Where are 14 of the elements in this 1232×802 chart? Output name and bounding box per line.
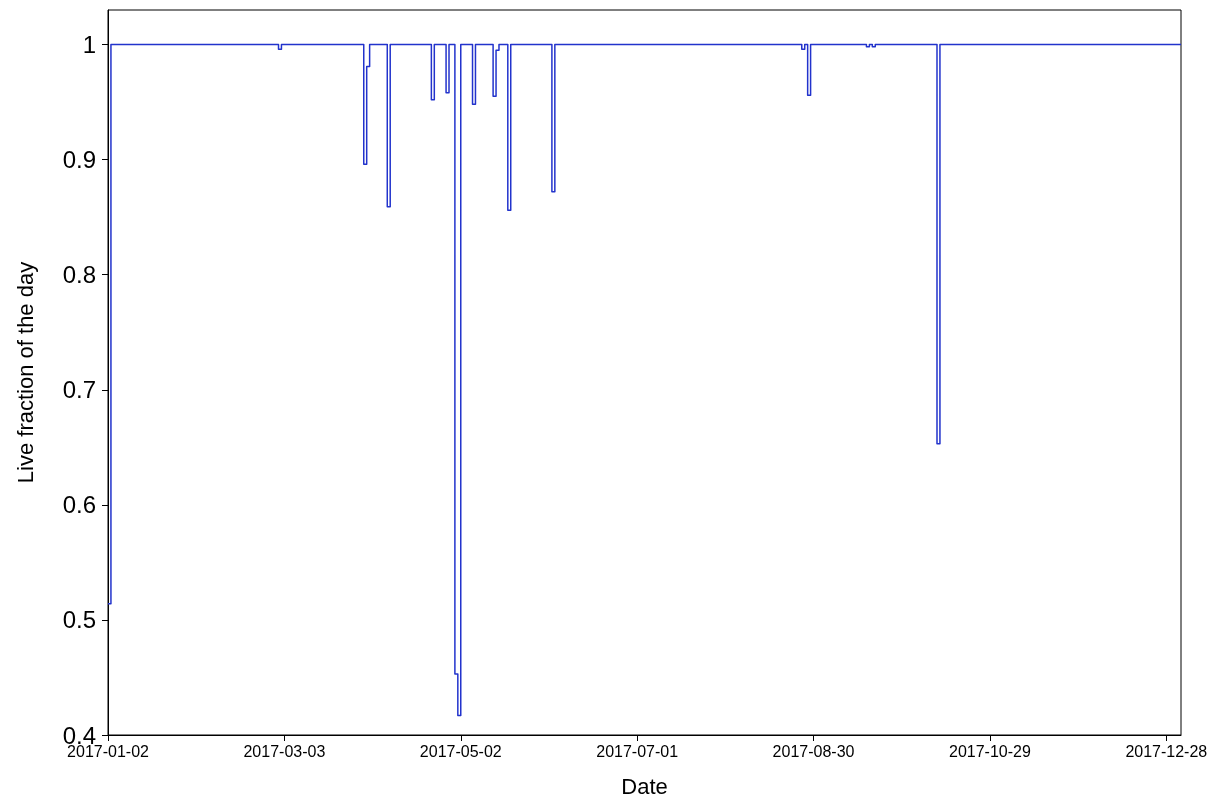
x-tick-label: 2017-08-30 (772, 742, 855, 760)
y-tick-label: 0.6 (62, 491, 96, 519)
y-tick-label: 0.7 (62, 376, 96, 404)
x-tick-label: 2017-07-01 (596, 742, 679, 760)
x-axis-title: Date (621, 773, 668, 799)
y-tick-label: 0.5 (62, 606, 96, 634)
x-tick-label: 2017-05-02 (419, 742, 502, 760)
y-axis-title: Live fraction of the day (12, 261, 38, 484)
y-tick-label: 0.8 (62, 261, 96, 289)
y-tick-label: 0.9 (62, 146, 96, 174)
x-tick-label: 2017-03-03 (243, 742, 326, 760)
x-tick-label: 2017-12-28 (1125, 742, 1208, 760)
y-tick-label: 1 (82, 31, 96, 59)
x-tick-label: 2017-10-29 (949, 742, 1031, 760)
